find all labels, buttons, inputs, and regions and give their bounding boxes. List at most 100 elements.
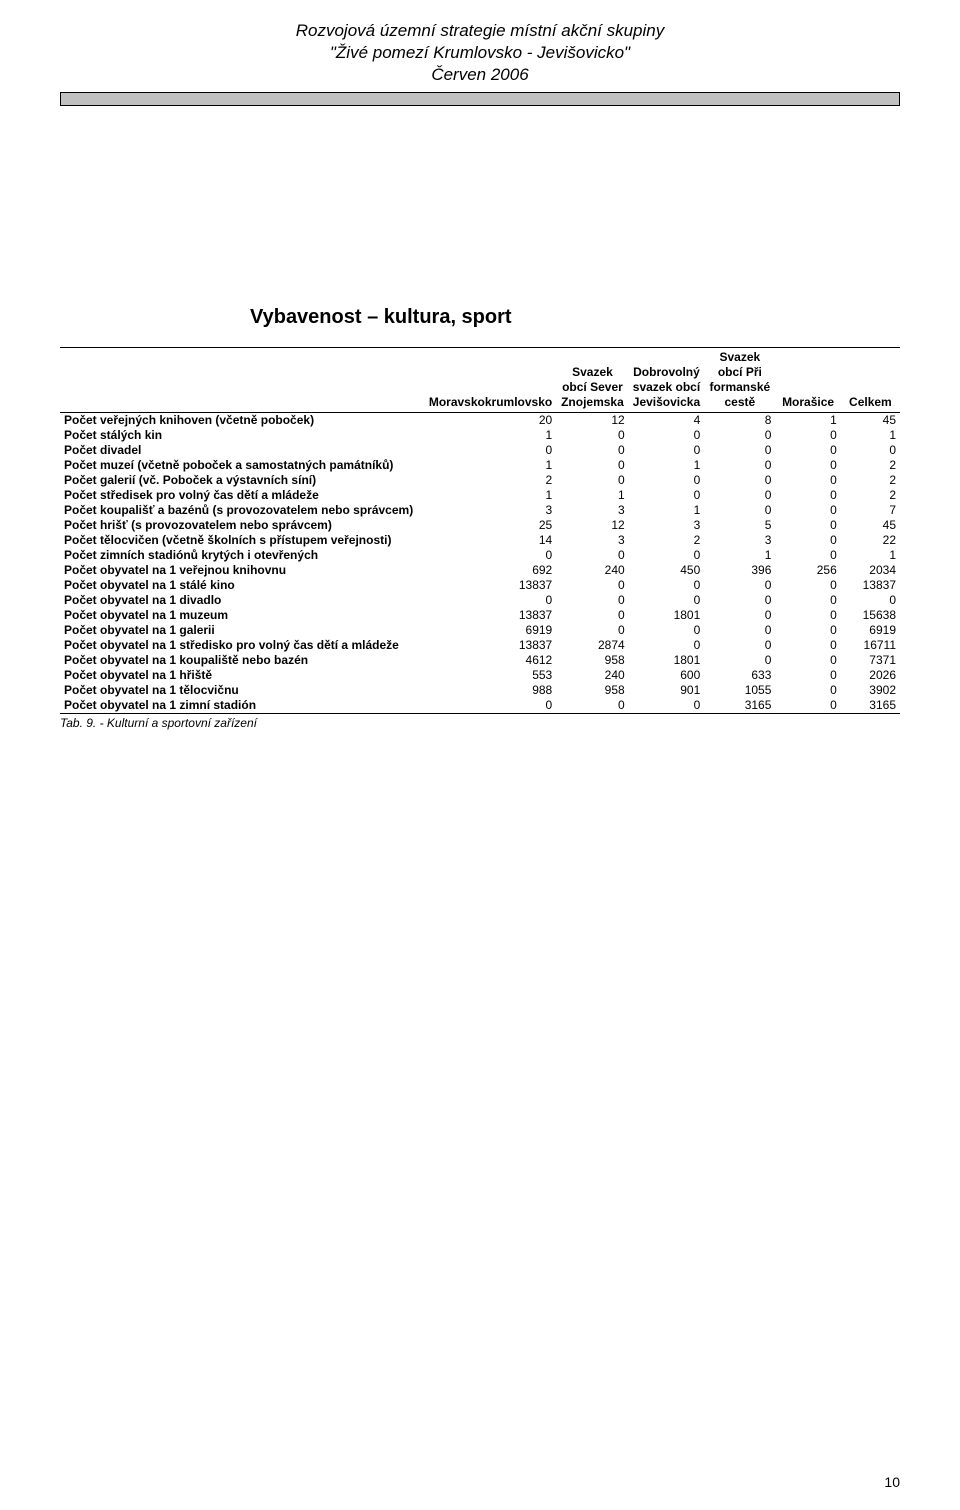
cell-value: 15638: [841, 608, 900, 623]
row-label: Počet obyvatel na 1 galerii: [60, 623, 425, 638]
row-label: Počet obyvatel na 1 zimní stadión: [60, 698, 425, 714]
col-header-4: Svazek obcí Při formanské cestě: [704, 348, 775, 413]
col-header-2: Svazek obcí Sever Znojemska: [556, 348, 628, 413]
table-row: Počet obyvatel na 1 muzeum13837018010015…: [60, 608, 900, 623]
cell-value: 1: [704, 548, 775, 563]
header-line-3: Červen 2006: [60, 64, 900, 86]
cell-value: 958: [556, 683, 628, 698]
cell-value: 13837: [425, 608, 556, 623]
cell-value: 396: [704, 563, 775, 578]
cell-value: 0: [556, 443, 628, 458]
table-row: Počet středisek pro volný čas dětí a mlá…: [60, 488, 900, 503]
cell-value: 0: [704, 578, 775, 593]
cell-value: 240: [556, 563, 628, 578]
table-row: Počet obyvatel na 1 koupaliště nebo bazé…: [60, 653, 900, 668]
cell-value: 0: [704, 503, 775, 518]
cell-value: 12: [556, 413, 628, 429]
header-line-1: Rozvojová územní strategie místní akční …: [60, 20, 900, 42]
row-label: Počet divadel: [60, 443, 425, 458]
cell-value: 0: [775, 698, 840, 714]
cell-value: 1: [556, 488, 628, 503]
table-row: Počet obyvatel na 1 stálé kino1383700001…: [60, 578, 900, 593]
table-row: Počet muzeí (včetně poboček a samostatný…: [60, 458, 900, 473]
cell-value: 1: [425, 488, 556, 503]
cell-value: 3: [425, 503, 556, 518]
cell-value: 3: [629, 518, 705, 533]
cell-value: 0: [775, 578, 840, 593]
cell-value: 0: [425, 593, 556, 608]
cell-value: 1: [841, 548, 900, 563]
cell-value: 0: [841, 593, 900, 608]
table-row: Počet zimních stadiónů krytých i otevřen…: [60, 548, 900, 563]
row-label: Počet obyvatel na 1 středisko pro volný …: [60, 638, 425, 653]
cell-value: 0: [704, 593, 775, 608]
cell-value: 0: [775, 593, 840, 608]
row-label: Počet obyvatel na 1 koupaliště nebo bazé…: [60, 653, 425, 668]
cell-value: 1801: [629, 608, 705, 623]
row-label: Počet veřejných knihoven (včetně poboček…: [60, 413, 425, 429]
cell-value: 4612: [425, 653, 556, 668]
cell-value: 600: [629, 668, 705, 683]
row-label: Počet hrišť (s provozovatelem nebo správ…: [60, 518, 425, 533]
col-header-3: Dobrovolný svazek obcí Jevišovicka: [629, 348, 705, 413]
cell-value: 2874: [556, 638, 628, 653]
cell-value: 0: [425, 443, 556, 458]
table-row: Počet obyvatel na 1 tělocvičnu9889589011…: [60, 683, 900, 698]
table-row: Počet obyvatel na 1 zimní stadión0003165…: [60, 698, 900, 714]
cell-value: 450: [629, 563, 705, 578]
row-label: Počet obyvatel na 1 muzeum: [60, 608, 425, 623]
cell-value: 3165: [704, 698, 775, 714]
cell-value: 0: [704, 653, 775, 668]
cell-value: 0: [704, 443, 775, 458]
cell-value: 2: [425, 473, 556, 488]
cell-value: 2: [629, 533, 705, 548]
cell-value: 0: [556, 593, 628, 608]
cell-value: 2: [841, 458, 900, 473]
table-row: Počet obyvatel na 1 veřejnou knihovnu692…: [60, 563, 900, 578]
cell-value: 2034: [841, 563, 900, 578]
cell-value: 1: [775, 413, 840, 429]
row-label: Počet stálých kin: [60, 428, 425, 443]
cell-value: 3: [556, 503, 628, 518]
cell-value: 553: [425, 668, 556, 683]
cell-value: 0: [775, 623, 840, 638]
cell-value: 12: [556, 518, 628, 533]
cell-value: 0: [556, 428, 628, 443]
table-row: Počet obyvatel na 1 středisko pro volný …: [60, 638, 900, 653]
cell-value: 0: [556, 458, 628, 473]
cell-value: 6919: [841, 623, 900, 638]
cell-value: 0: [556, 548, 628, 563]
cell-value: 0: [704, 608, 775, 623]
cell-value: 0: [704, 458, 775, 473]
cell-value: 0: [556, 623, 628, 638]
cell-value: 2: [841, 488, 900, 503]
table-row: Počet obyvatel na 1 galerii691900006919: [60, 623, 900, 638]
row-label: Počet koupališť a bazénů (s provozovatel…: [60, 503, 425, 518]
col-header-1: Moravskokrumlovsko: [425, 348, 556, 413]
cell-value: 0: [556, 698, 628, 714]
cell-value: 1: [425, 458, 556, 473]
table-row: Počet obyvatel na 1 hřiště55324060063302…: [60, 668, 900, 683]
cell-value: 0: [704, 488, 775, 503]
cell-value: 0: [425, 698, 556, 714]
row-label: Počet obyvatel na 1 tělocvičnu: [60, 683, 425, 698]
document-header: Rozvojová územní strategie místní akční …: [60, 20, 900, 90]
cell-value: 13837: [425, 578, 556, 593]
cell-value: 0: [775, 668, 840, 683]
page: Rozvojová územní strategie místní akční …: [0, 0, 960, 1510]
cell-value: 0: [629, 488, 705, 503]
cell-value: 0: [775, 683, 840, 698]
cell-value: 0: [704, 473, 775, 488]
cell-value: 0: [704, 638, 775, 653]
cell-value: 0: [704, 623, 775, 638]
cell-value: 13837: [425, 638, 556, 653]
cell-value: 7371: [841, 653, 900, 668]
cell-value: 2026: [841, 668, 900, 683]
cell-value: 0: [775, 503, 840, 518]
cell-value: 0: [704, 428, 775, 443]
cell-value: 0: [775, 473, 840, 488]
cell-value: 0: [775, 548, 840, 563]
table-row: Počet galerií (vč. Poboček a výstavních …: [60, 473, 900, 488]
cell-value: 0: [775, 428, 840, 443]
cell-value: 0: [629, 623, 705, 638]
